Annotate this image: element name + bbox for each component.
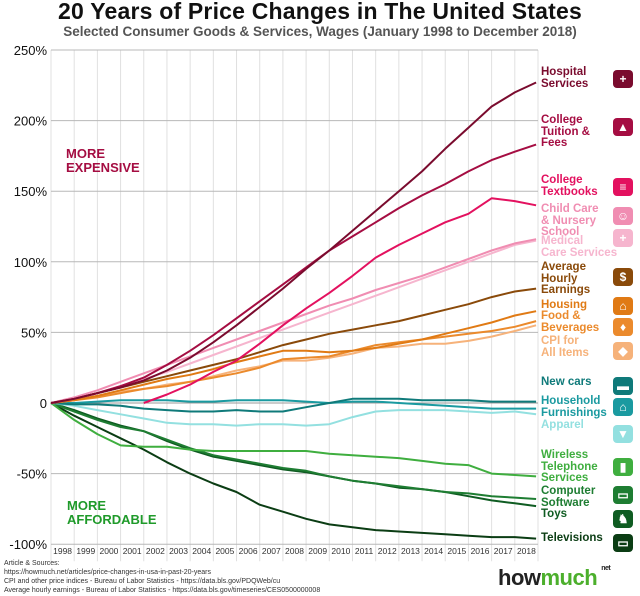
series-label: Hospital Services (541, 66, 589, 90)
x-tick-label: 2018 (517, 546, 536, 556)
series-label: College Tuition & Fees (541, 114, 590, 149)
chart-subtitle: Selected Consumer Goods & Services, Wage… (63, 24, 577, 39)
series-label: Child Care & Nursery School (541, 203, 599, 238)
series-line (50, 402, 537, 508)
series-label: Apparel (541, 419, 584, 431)
y-tick-label: 200% (14, 114, 48, 129)
series-label: New cars (541, 376, 592, 388)
x-tick-label: 2016 (471, 546, 490, 556)
series-label: Average Hourly Earnings (541, 261, 591, 296)
sources-text: Article & Sources: https://howmuch.net/a… (4, 560, 321, 594)
x-tick-label: 2010 (331, 546, 350, 556)
series-line (50, 402, 537, 427)
medical-hand-icon: + (613, 229, 633, 247)
scale-icon: ♦ (613, 318, 633, 336)
x-tick-label: 2001 (123, 546, 142, 556)
series-label: Food & Beverages (541, 310, 600, 334)
series-line (51, 399, 537, 410)
series-label: Televisions (541, 532, 603, 544)
x-tick-label: 2009 (308, 546, 327, 556)
y-tick-label: 50% (21, 325, 47, 340)
y-tick-label: -50% (17, 467, 48, 482)
price-tag-icon: ◆ (613, 342, 633, 360)
series-line (50, 81, 537, 404)
apparel-icon: ▼ (613, 425, 633, 443)
series-label: Toys (541, 508, 567, 520)
x-tick-label: 2005 (215, 546, 234, 556)
x-tick-label: 2015 (447, 546, 466, 556)
x-tick-label: 2004 (192, 546, 211, 556)
series-line (50, 320, 537, 404)
household-icon: ⌂ (613, 398, 633, 416)
series-line (50, 310, 537, 404)
logo-net: net (601, 565, 611, 572)
series-line (143, 197, 537, 404)
series-line (50, 143, 537, 404)
y-tick-label: 150% (14, 184, 48, 199)
x-tick-label: 2014 (424, 546, 443, 556)
x-tick-label: 1999 (76, 546, 95, 556)
x-tick-label: 2000 (100, 546, 119, 556)
clock-dollar-icon: $ (613, 268, 633, 286)
x-tick-label: 2003 (169, 546, 188, 556)
graduation-cap-icon: ▲ (613, 118, 633, 136)
x-tick-label: 2006 (239, 546, 258, 556)
logo-how: how (498, 565, 541, 590)
howmuch-logo: howmuch net (498, 565, 611, 591)
series-label: Household Furnishings (541, 395, 607, 419)
x-tick-label: 2012 (378, 546, 397, 556)
family-icon: ☺ (613, 207, 633, 225)
x-tick-label: 2017 (494, 546, 513, 556)
series-line (50, 402, 537, 540)
series-label: College Textbooks (541, 174, 598, 198)
series-line (50, 397, 537, 413)
series-label: CPI for All Items (541, 335, 589, 359)
more-expensive-annotation: MORE EXPENSIVE (66, 146, 140, 175)
x-tick-label: 2008 (285, 546, 304, 556)
television-icon: ▭ (613, 534, 633, 552)
toys-icon: ♞ (613, 510, 633, 528)
y-tick-label: -100% (9, 537, 47, 552)
series-line (50, 402, 537, 478)
chart-title: 20 Years of Price Changes in The United … (58, 0, 582, 24)
x-tick-label: 2007 (262, 546, 281, 556)
y-tick-label: 100% (14, 255, 48, 270)
series-line (50, 324, 537, 404)
house-icon: ⌂ (613, 297, 633, 315)
y-tick-label: 250% (14, 43, 48, 58)
series-label: Medical Care Services (541, 235, 618, 259)
x-tick-label: 2011 (355, 546, 374, 556)
x-tick-label: 1998 (53, 546, 72, 556)
series-line (50, 238, 537, 404)
series-line (50, 402, 537, 500)
x-tick-label: 2002 (146, 546, 165, 556)
series-label: Computer Software (541, 485, 596, 509)
books-icon: ≡ (613, 178, 633, 196)
car-icon: ▬ (613, 377, 633, 395)
y-tick-label: 0 (40, 396, 47, 411)
smartphone-icon: ▮ (613, 458, 633, 476)
series-line (50, 239, 537, 404)
hospital-icon: + (613, 70, 633, 88)
series-label: Wireless Telephone Services (541, 449, 598, 484)
x-tick-label: 2013 (401, 546, 420, 556)
logo-much: much (540, 565, 598, 590)
series-label: Housing (541, 299, 587, 311)
laptop-icon: ▭ (613, 486, 633, 504)
more-affordable-annotation: MORE AFFORDABLE (67, 498, 157, 527)
